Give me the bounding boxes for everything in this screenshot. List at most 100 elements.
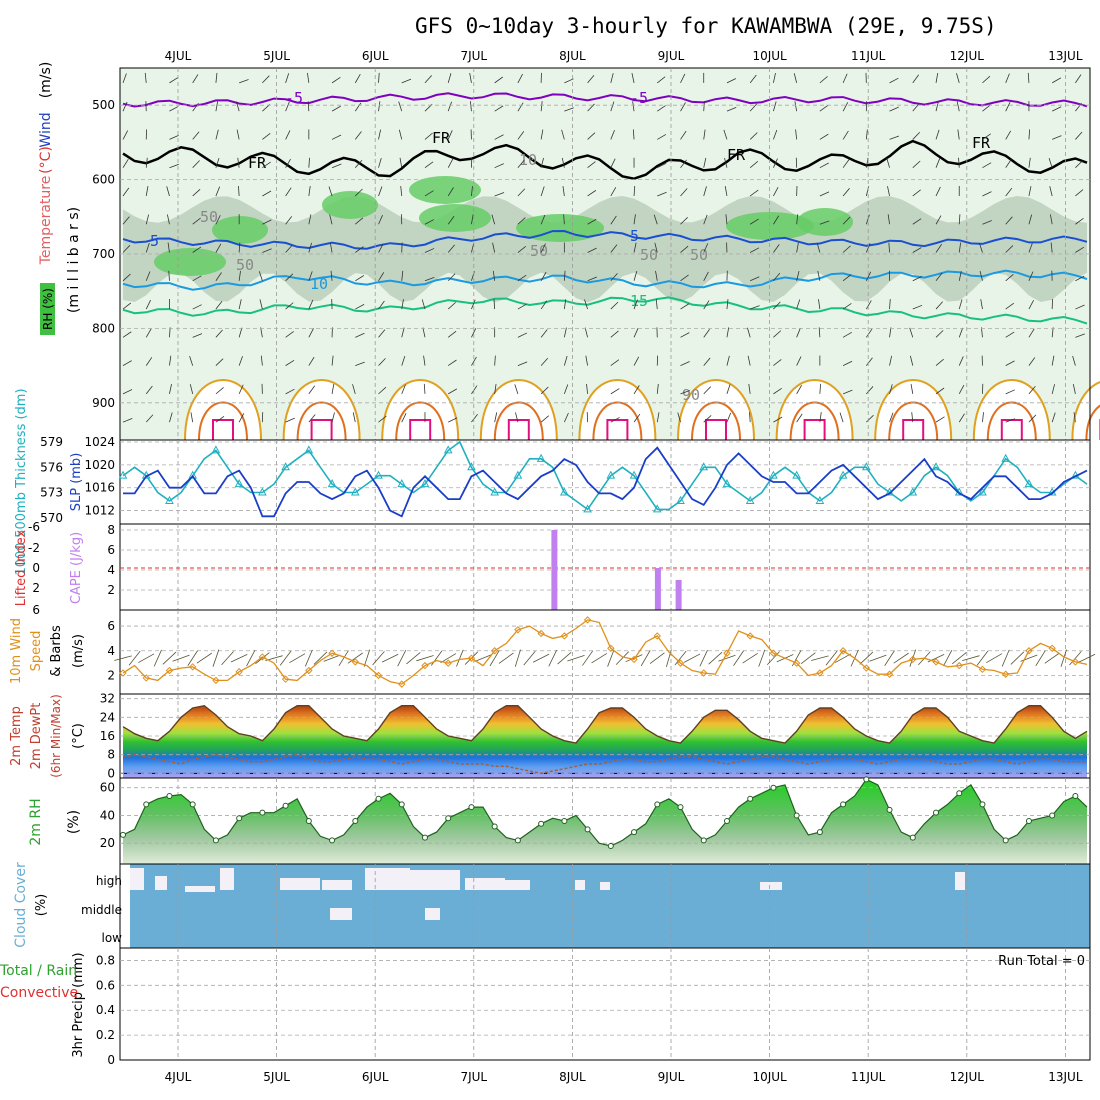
cloud-gap bbox=[425, 908, 440, 920]
rh-point bbox=[840, 801, 847, 808]
wind-barb bbox=[726, 107, 737, 112]
wind-barb bbox=[1005, 245, 1014, 253]
axis-label: (m i l l i b a r s) bbox=[66, 207, 82, 313]
wind-barb bbox=[1075, 304, 1085, 310]
thickness-point bbox=[629, 470, 639, 479]
wind-barb bbox=[958, 299, 963, 310]
wind-barb bbox=[1052, 135, 1062, 140]
wind-barb bbox=[378, 72, 380, 83]
wind-point bbox=[1071, 658, 1080, 666]
wind-barb bbox=[215, 272, 222, 282]
wind-barb bbox=[378, 214, 383, 225]
wind-barb bbox=[285, 302, 294, 310]
wind-barb bbox=[424, 248, 435, 253]
wind-barb bbox=[430, 650, 443, 666]
wind-point bbox=[862, 664, 871, 672]
wind-barb bbox=[979, 270, 983, 281]
wind-barb bbox=[1048, 158, 1053, 168]
wind-barb bbox=[912, 276, 922, 282]
rh-point bbox=[747, 795, 754, 802]
wind-barb bbox=[289, 653, 306, 664]
wind-barb bbox=[591, 653, 608, 664]
wind-barb bbox=[1005, 130, 1012, 140]
isotherm-30 bbox=[803, 419, 826, 440]
wind-barb bbox=[893, 652, 909, 664]
wind-barb bbox=[749, 160, 759, 169]
wind-barb bbox=[1005, 302, 1015, 310]
panels: 4JUL 4JUL 5JUL 5JUL 6JUL 6JUL 7JUL 7JUL 8JUL 8JUL… bbox=[0, 49, 1100, 1084]
wind-barb bbox=[773, 215, 780, 225]
cloud-gap bbox=[330, 908, 352, 920]
wind-point bbox=[328, 649, 336, 657]
axis-label: 3hr Precip (mm) bbox=[71, 952, 86, 1057]
wind-barb bbox=[308, 157, 310, 168]
wind-barb bbox=[471, 299, 476, 310]
wind-point bbox=[723, 649, 731, 657]
wind-barb bbox=[825, 650, 838, 666]
wind-barb bbox=[1005, 187, 1013, 197]
wind-barb bbox=[865, 243, 871, 253]
wind-barb bbox=[238, 356, 243, 366]
y-tick: 8 bbox=[107, 748, 115, 762]
y-tick-left: 0 bbox=[32, 561, 40, 575]
wind-barb bbox=[1072, 384, 1076, 394]
x-tick-top: 9JUL bbox=[658, 49, 685, 63]
wind-barb bbox=[655, 270, 658, 281]
wind-barb bbox=[610, 273, 618, 282]
wind-barb bbox=[285, 187, 292, 197]
wind-barb bbox=[796, 356, 802, 366]
wind-barb bbox=[447, 330, 457, 338]
wind-barb bbox=[887, 214, 890, 225]
wind-barb bbox=[910, 383, 914, 394]
wind-barb bbox=[726, 384, 731, 394]
wind-barb bbox=[238, 384, 244, 395]
wind-barb bbox=[145, 385, 153, 395]
y-tick-right: 1016 bbox=[84, 481, 115, 495]
wind-barb bbox=[424, 132, 433, 140]
cloud-gap bbox=[365, 868, 410, 890]
axis-label: 2m DewPt bbox=[29, 703, 44, 770]
wind-barb bbox=[935, 330, 944, 338]
wind-barb bbox=[279, 650, 292, 666]
wind-barb bbox=[935, 72, 939, 83]
wind-barb bbox=[166, 214, 170, 225]
wind-barb bbox=[749, 132, 758, 140]
cloud-gap bbox=[322, 880, 352, 890]
wind-point bbox=[1048, 644, 1056, 653]
wind-barb bbox=[842, 303, 852, 310]
contour-label: 5 bbox=[150, 232, 159, 250]
cape-bar bbox=[675, 580, 682, 610]
wind-barb bbox=[680, 390, 691, 395]
wind-barb bbox=[680, 159, 687, 168]
wind-barb bbox=[909, 649, 917, 667]
wind-barb bbox=[494, 192, 505, 197]
wind-barb bbox=[338, 650, 349, 667]
wind-barb bbox=[355, 217, 364, 225]
axis-label: 1000-500mb Thickness (dm) bbox=[14, 388, 29, 575]
wind-barb bbox=[215, 101, 219, 112]
wind-point bbox=[188, 663, 197, 671]
wind-barb bbox=[657, 105, 666, 112]
wind-barb bbox=[145, 157, 148, 168]
x-tick-bottom: 6JUL bbox=[362, 1070, 389, 1084]
thickness-point bbox=[165, 495, 174, 504]
wind-barb bbox=[796, 242, 799, 253]
wind-barb bbox=[819, 76, 828, 84]
wind-barb bbox=[215, 415, 225, 423]
y-tick-right: 1012 bbox=[84, 504, 115, 518]
y-tick: 6 bbox=[107, 619, 115, 633]
wind-point bbox=[909, 655, 917, 664]
wind-point bbox=[165, 666, 174, 675]
wind-barb bbox=[703, 357, 711, 366]
wind-barb bbox=[1005, 331, 1015, 338]
y-tick: 16 bbox=[100, 729, 115, 743]
wind-barb bbox=[655, 299, 658, 310]
rh-moist-area bbox=[409, 176, 481, 204]
wind-barb bbox=[633, 242, 637, 253]
cloud-gap bbox=[280, 878, 320, 890]
rh-point bbox=[631, 829, 638, 836]
thickness-point bbox=[838, 470, 848, 479]
wind-barb bbox=[308, 356, 315, 366]
wind-barb bbox=[187, 650, 198, 666]
wind-barb bbox=[1051, 355, 1055, 366]
